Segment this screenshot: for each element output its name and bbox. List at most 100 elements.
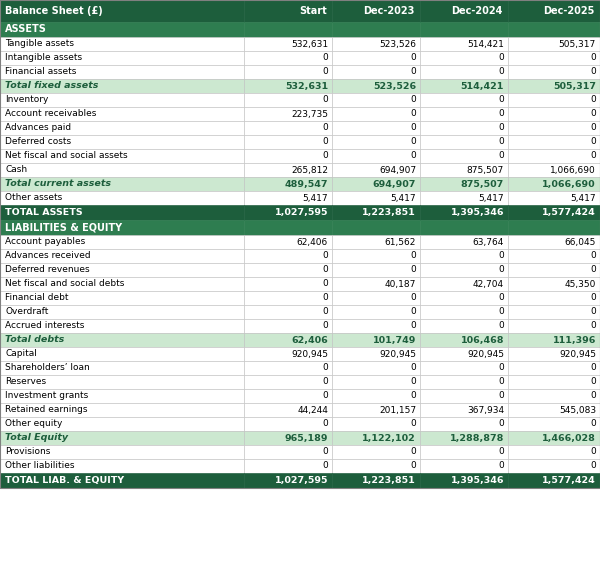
Text: 0: 0 [410, 96, 416, 104]
Text: 1,122,102: 1,122,102 [362, 434, 416, 443]
Text: Total Equity: Total Equity [5, 434, 68, 443]
Bar [332, 79, 420, 93]
Text: 0: 0 [590, 265, 596, 275]
Text: 223,735: 223,735 [291, 110, 328, 119]
Text: Accrued interests: Accrued interests [5, 322, 85, 330]
Text: 0: 0 [590, 294, 596, 302]
Bar [0, 319, 244, 333]
Bar [332, 107, 420, 121]
Bar [244, 473, 332, 488]
Text: 523,526: 523,526 [379, 39, 416, 49]
Text: 505,317: 505,317 [559, 39, 596, 49]
Text: 0: 0 [410, 110, 416, 119]
Text: Account payables: Account payables [5, 238, 85, 247]
Bar [420, 177, 508, 191]
Bar [420, 375, 508, 389]
Text: 0: 0 [410, 151, 416, 160]
Text: 0: 0 [590, 322, 596, 330]
Bar [0, 79, 244, 93]
Text: Intangible assets: Intangible assets [5, 53, 82, 62]
Bar [244, 319, 332, 333]
Text: 1,395,346: 1,395,346 [451, 476, 504, 485]
Text: 44,244: 44,244 [297, 406, 328, 414]
Bar [332, 37, 420, 51]
Text: 0: 0 [322, 363, 328, 373]
Text: 694,907: 694,907 [373, 180, 416, 188]
Text: Start: Start [299, 6, 327, 16]
Bar [332, 163, 420, 177]
Text: 0: 0 [590, 53, 596, 62]
Text: 0: 0 [498, 53, 504, 62]
Bar [332, 149, 420, 163]
Bar [0, 177, 244, 191]
Bar [332, 135, 420, 149]
Text: Other assets: Other assets [5, 194, 62, 203]
Bar [420, 107, 508, 121]
Text: 514,421: 514,421 [467, 39, 504, 49]
Text: Retained earnings: Retained earnings [5, 406, 88, 414]
Bar [0, 403, 244, 417]
Bar [244, 79, 332, 93]
Text: 0: 0 [590, 151, 596, 160]
Bar [244, 191, 332, 205]
Text: 0: 0 [322, 447, 328, 457]
Bar [420, 37, 508, 51]
Bar [0, 22, 244, 37]
Text: Net fiscal and social assets: Net fiscal and social assets [5, 151, 128, 160]
Bar [0, 37, 244, 51]
Bar [244, 361, 332, 375]
Bar [332, 361, 420, 375]
Text: 0: 0 [498, 308, 504, 316]
Bar [332, 51, 420, 65]
Bar [0, 93, 244, 107]
Text: Dec-2023: Dec-2023 [364, 6, 415, 16]
Bar [0, 473, 244, 488]
Text: 0: 0 [410, 68, 416, 76]
Text: Provisions: Provisions [5, 447, 50, 457]
Text: Capital: Capital [5, 349, 37, 359]
Text: 45,350: 45,350 [565, 279, 596, 288]
Text: Deferred costs: Deferred costs [5, 137, 71, 147]
Bar [0, 0, 244, 22]
Text: 40,187: 40,187 [385, 279, 416, 288]
Bar [508, 445, 600, 459]
Bar [332, 305, 420, 319]
Bar [332, 277, 420, 291]
Text: Overdraft: Overdraft [5, 308, 49, 316]
Bar [332, 121, 420, 135]
Bar [0, 65, 244, 79]
Bar [332, 191, 420, 205]
Text: 1,223,851: 1,223,851 [362, 208, 416, 217]
Bar [508, 51, 600, 65]
Bar [244, 249, 332, 263]
Bar [420, 149, 508, 163]
Text: 0: 0 [590, 110, 596, 119]
Bar [508, 361, 600, 375]
Text: TOTAL ASSETS: TOTAL ASSETS [5, 208, 83, 217]
Text: LIABILITIES & EQUITY: LIABILITIES & EQUITY [5, 222, 122, 232]
Bar [420, 319, 508, 333]
Bar [0, 277, 244, 291]
Bar [244, 220, 332, 235]
Bar [0, 149, 244, 163]
Text: 62,406: 62,406 [297, 238, 328, 247]
Text: Other equity: Other equity [5, 420, 62, 429]
Bar [332, 220, 420, 235]
Bar [420, 403, 508, 417]
Bar [508, 263, 600, 277]
Text: 0: 0 [410, 363, 416, 373]
Text: 5,417: 5,417 [302, 194, 328, 203]
Bar [420, 249, 508, 263]
Text: 0: 0 [590, 447, 596, 457]
Text: 1,223,851: 1,223,851 [362, 476, 416, 485]
Bar [332, 431, 420, 445]
Bar [244, 305, 332, 319]
Text: 489,547: 489,547 [284, 180, 328, 188]
Text: 523,526: 523,526 [373, 82, 416, 90]
Text: 0: 0 [410, 420, 416, 429]
Bar [244, 417, 332, 431]
Bar [508, 417, 600, 431]
Bar [508, 277, 600, 291]
Bar [420, 305, 508, 319]
Text: 0: 0 [498, 96, 504, 104]
